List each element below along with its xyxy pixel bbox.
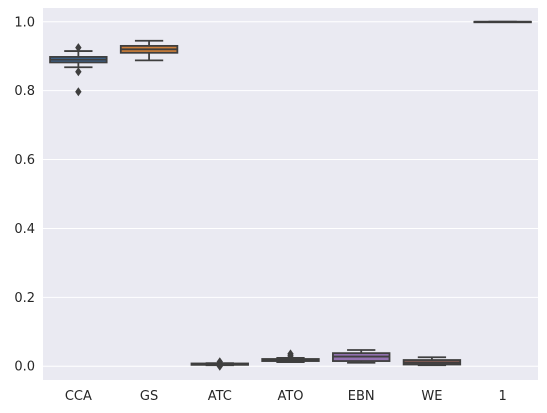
y-tick-label: 1.0 — [14, 15, 35, 30]
x-tick-label: CCA — [65, 389, 92, 404]
box-EBN — [332, 349, 391, 364]
x-tick-label: GS — [140, 389, 158, 404]
box-WE — [402, 356, 462, 367]
x-tick-label: 1 — [499, 389, 507, 404]
box-CCA — [49, 43, 108, 97]
outlier-point — [75, 87, 82, 97]
outlier-point — [75, 43, 82, 53]
outlier-point — [216, 361, 223, 371]
y-tick-label: 0.6 — [14, 153, 35, 168]
y-tick-label: 0.4 — [14, 222, 35, 237]
x-tick-label: ATO — [277, 389, 303, 404]
box-1 — [473, 20, 532, 24]
box-GS — [119, 39, 179, 62]
plot-area — [43, 8, 538, 380]
box-ATC — [190, 357, 249, 371]
boxes — [49, 20, 532, 371]
y-tick-label: 0.2 — [14, 291, 35, 306]
outlier-point — [75, 67, 82, 77]
x-tick-label: ATC — [208, 389, 232, 404]
y-tick-labels: 0.0 0.2 0.4 0.6 0.8 1.0 — [14, 15, 35, 374]
y-tick-label: 0.8 — [14, 84, 35, 99]
x-tick-labels: CCA GS ATC ATO EBN WE 1 — [65, 389, 507, 404]
y-tick-label: 0.0 — [14, 360, 35, 375]
x-tick-label: EBN — [348, 389, 375, 404]
box-ATO — [261, 349, 320, 363]
outlier-point — [287, 349, 294, 359]
grid — [43, 21, 538, 367]
x-tick-label: WE — [421, 389, 442, 404]
